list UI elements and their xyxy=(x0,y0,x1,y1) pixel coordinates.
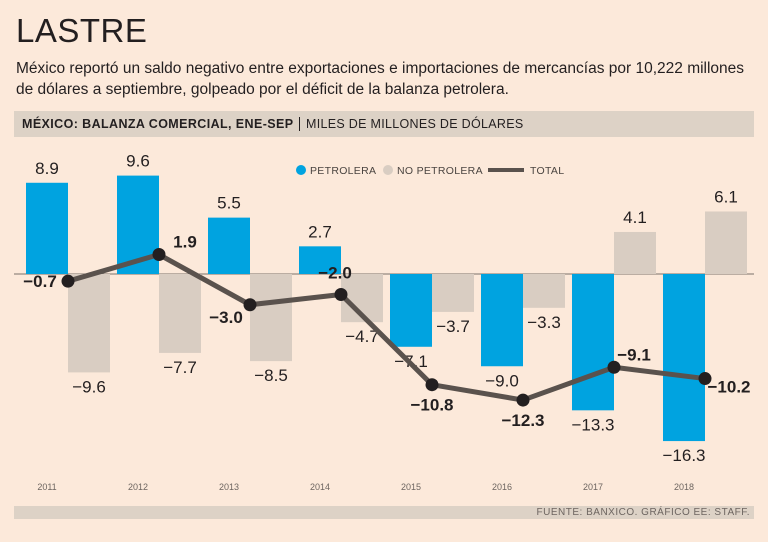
total-point-2017 xyxy=(607,360,621,374)
data-label-petrolera-2011: 8.9 xyxy=(35,159,59,178)
bar-petrolera-2013 xyxy=(208,217,250,274)
x-tick-label-2014: 2014 xyxy=(310,482,330,492)
bar-no-petrolera-2016 xyxy=(523,274,565,308)
data-label-petrolera-2013: 5.5 xyxy=(217,194,241,213)
page-subtitle: México reportó un saldo negativo entre e… xyxy=(16,60,745,98)
total-point-2012 xyxy=(152,248,166,262)
total-point-2018 xyxy=(698,372,712,386)
data-label-no-petrolera-2015: −3.7 xyxy=(436,317,470,336)
x-tick-label-2015: 2015 xyxy=(401,482,421,492)
bar-no-petrolera-2013 xyxy=(250,274,292,362)
data-label-no-petrolera-2011: −9.6 xyxy=(72,377,106,396)
data-label-no-petrolera-2013: −8.5 xyxy=(254,366,288,385)
bar-petrolera-2017 xyxy=(572,274,614,411)
total-label-2017: −9.1 xyxy=(617,345,651,364)
total-point-2014 xyxy=(334,288,348,301)
total-label-2018: −10.2 xyxy=(707,378,750,397)
bar-petrolera-2011 xyxy=(26,182,68,274)
chart-title: MÉXICO: BALANZA COMERCIAL, ENE-SEP xyxy=(22,117,294,131)
page-title: LASTRE xyxy=(16,12,148,49)
bar-no-petrolera-2015 xyxy=(432,274,474,312)
total-point-2015 xyxy=(425,378,439,392)
bar-no-petrolera-2018 xyxy=(705,211,747,274)
total-label-2016: −12.3 xyxy=(501,411,544,430)
bar-petrolera-2014 xyxy=(299,246,341,274)
source-credit: FUENTE: BANXICO. GRÁFICO EE: STAFF. xyxy=(536,507,750,518)
data-label-petrolera-2017: −13.3 xyxy=(571,415,614,434)
x-tick-label-2018: 2018 xyxy=(674,482,694,492)
legend-label-no-petrolera: NO PETROLERA xyxy=(397,165,483,177)
total-point-2011 xyxy=(61,274,75,288)
total-label-2013: −3.0 xyxy=(209,308,243,327)
total-label-2014: −2.0 xyxy=(318,264,352,283)
bar-petrolera-2018 xyxy=(663,274,705,442)
legend-swatch-petrolera xyxy=(296,165,306,175)
legend-label-petrolera: PETROLERA xyxy=(310,165,376,177)
bar-petrolera-2016 xyxy=(481,274,523,367)
total-point-2016 xyxy=(516,393,530,407)
data-label-no-petrolera-2012: −7.7 xyxy=(163,358,197,377)
bar-petrolera-2015 xyxy=(390,274,432,347)
total-label-2015: −10.8 xyxy=(410,396,453,415)
data-label-no-petrolera-2014: −4.7 xyxy=(345,327,379,346)
data-label-no-petrolera-2016: −3.3 xyxy=(527,313,561,332)
bar-no-petrolera-2012 xyxy=(159,274,201,353)
legend-swatch-no-petrolera xyxy=(383,165,393,175)
x-tick-label-2013: 2013 xyxy=(219,482,239,492)
data-label-petrolera-2018: −16.3 xyxy=(662,446,705,465)
chart-header-band: MÉXICO: BALANZA COMERCIAL, ENE-SEP MILES… xyxy=(14,111,754,137)
total-label-2011: −0.7 xyxy=(23,272,57,291)
total-point-2013 xyxy=(243,298,257,312)
x-tick-label-2011: 2011 xyxy=(37,482,56,492)
bar-no-petrolera-2017 xyxy=(614,231,656,274)
data-label-no-petrolera-2018: 6.1 xyxy=(714,187,738,206)
data-label-petrolera-2014: 2.7 xyxy=(308,222,332,241)
x-tick-label-2017: 2017 xyxy=(583,482,603,492)
x-tick-label-2016: 2016 xyxy=(492,482,512,492)
footer-band xyxy=(14,506,754,519)
x-tick-label-2012: 2012 xyxy=(128,482,148,492)
data-label-petrolera-2012: 9.6 xyxy=(126,152,150,171)
data-label-no-petrolera-2017: 4.1 xyxy=(623,208,647,227)
bar-no-petrolera-2011 xyxy=(68,274,110,373)
data-label-petrolera-2016: −9.0 xyxy=(485,371,519,390)
total-label-2012: 1.9 xyxy=(173,233,197,252)
total-series-line xyxy=(67,252,706,403)
legend-label-total: TOTAL xyxy=(530,165,564,177)
chart-unit-label: MILES DE MILLONES DE DÓLARES xyxy=(299,117,524,131)
